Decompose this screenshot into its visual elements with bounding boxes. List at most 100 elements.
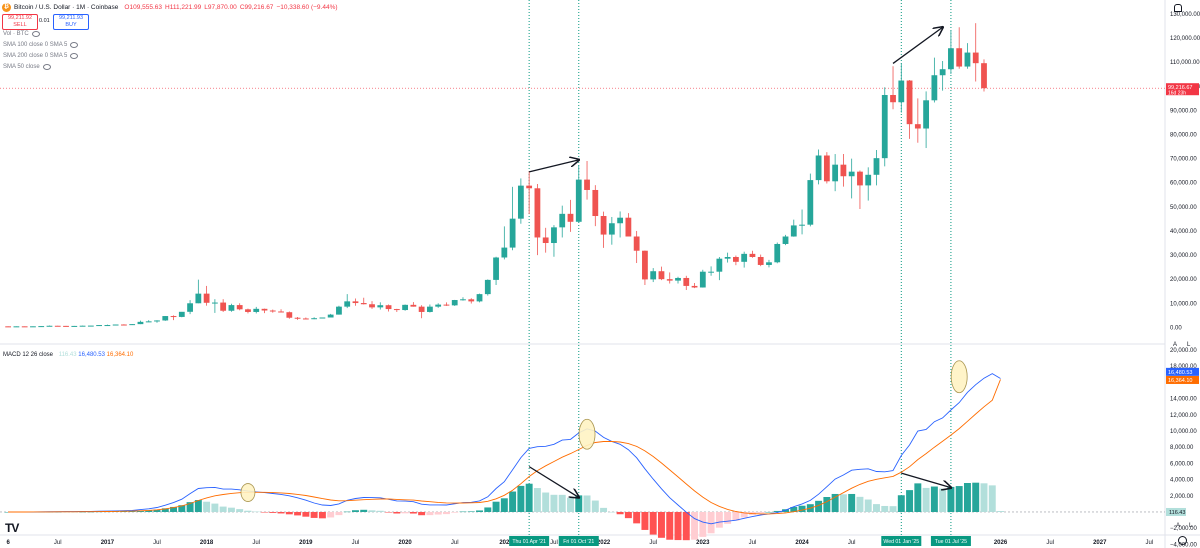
candle-body: [294, 317, 301, 319]
pane-l-button[interactable]: L: [1189, 523, 1193, 529]
candle-body: [567, 213, 574, 222]
macd-hist-bar: [368, 510, 376, 512]
macd-hist-bar: [509, 491, 517, 512]
indicator-sma50[interactable]: SMA 50 close: [3, 64, 51, 70]
candle-body: [790, 225, 797, 237]
time-tick-label: Jul: [1046, 540, 1054, 546]
candle-body: [526, 185, 533, 189]
time-tick-label: Jul: [749, 540, 757, 546]
bitcoin-icon: ₿: [2, 2, 11, 12]
tradingview-logo-icon: TV: [5, 521, 19, 535]
indicator-volume[interactable]: Vol · BTC: [3, 31, 40, 37]
macd-hist-bar: [236, 509, 244, 512]
candle-body: [724, 256, 731, 259]
auto-scale-button[interactable]: A: [1173, 342, 1178, 348]
macd-hist-bar: [798, 505, 806, 512]
macd-hist-bar: [963, 483, 971, 512]
macd-hist-bar: [161, 508, 169, 512]
time-tick-label: Jul: [352, 540, 360, 546]
candle-body: [840, 164, 847, 177]
macd-hist-bar: [757, 511, 765, 514]
macd-hist-bar: [567, 497, 574, 512]
macd-hist-bar: [575, 495, 583, 512]
symbol-header: ₿ Bitcoin / U.S. Dollar · 1M · Coinbase …: [0, 0, 338, 14]
time-tick-label: 2026: [994, 540, 1008, 546]
time-tick-label: 2023: [696, 540, 710, 546]
candle-body: [642, 250, 648, 280]
candle-body: [344, 301, 351, 307]
symbol-title[interactable]: Bitcoin / U.S. Dollar · 1M · Coinbase: [14, 3, 119, 11]
pane-a-button[interactable]: A: [1176, 523, 1181, 529]
sell-button[interactable]: 99,211.92 SELL: [2, 14, 38, 30]
time-tick-label: 202: [499, 540, 510, 546]
macd-hist-bar: [219, 506, 227, 512]
candle-body: [766, 262, 772, 265]
price-tick-label: 30,000.00: [1170, 253, 1197, 259]
eye-icon[interactable]: [31, 31, 40, 37]
macd-tick-label: 8,000.00: [1170, 445, 1194, 451]
candle-body: [848, 171, 855, 177]
event-date-label: Wed 01 Jan '25: [883, 539, 919, 545]
candle-body: [484, 279, 491, 295]
macd-hist-bar: [906, 490, 914, 512]
macd-hist-bar: [790, 506, 798, 512]
macd-hist-bar: [947, 486, 955, 512]
event-date-tag: [930, 536, 971, 546]
candle-body: [87, 325, 94, 327]
macd-hist-bar: [724, 511, 732, 524]
candle-body: [319, 317, 326, 319]
candle-body: [625, 217, 632, 237]
candle-body: [658, 271, 665, 280]
candle-body: [228, 305, 235, 311]
candle-body: [302, 318, 309, 320]
gear-icon[interactable]: [1178, 536, 1187, 545]
candle-body: [96, 325, 102, 327]
candle-body: [749, 253, 756, 257]
candle-body: [435, 304, 442, 307]
candle-body: [137, 321, 144, 325]
macd-hist-bar: [600, 507, 608, 512]
macd-value-tag: [1166, 367, 1199, 376]
indicator-sma200[interactable]: SMA 200 close 0 SMA 5: [3, 53, 79, 59]
macd-hist-bar: [542, 492, 550, 512]
macd-hist-bar: [170, 506, 178, 512]
candle-body: [964, 52, 971, 67]
macd-tick-label: −2,000.00: [1170, 526, 1198, 532]
price-tick-label: 90,000.00: [1170, 108, 1197, 114]
macd-hist-bar: [691, 511, 699, 540]
eye-icon[interactable]: [70, 53, 79, 59]
macd-tick-label: 20,000.00: [1170, 348, 1197, 354]
macd-hist-bar: [426, 511, 434, 516]
price-tick-label: 10,000.00: [1170, 301, 1197, 307]
candle-body: [311, 318, 318, 320]
macd-hist-bar: [244, 510, 252, 512]
macd-tick-label: −4,000.00: [1170, 542, 1198, 548]
buy-button[interactable]: 99,211.93 BUY: [53, 14, 89, 30]
candle-body: [71, 325, 78, 327]
candle-body: [121, 324, 127, 326]
macd-hist-bar: [533, 488, 541, 512]
candle-body: [79, 325, 86, 327]
eye-icon[interactable]: [70, 42, 79, 48]
candle-body: [666, 279, 673, 281]
candle-body: [551, 227, 557, 244]
eye-icon[interactable]: [42, 64, 51, 70]
candle-body: [914, 124, 921, 129]
macd-hist-bar: [434, 511, 442, 515]
macd-hist-bar: [674, 511, 682, 541]
time-tick-label: Jul: [550, 540, 558, 546]
log-scale-button[interactable]: L: [1187, 342, 1191, 348]
candle-body: [369, 304, 375, 308]
indicator-sma100[interactable]: SMA 100 close 0 SMA 5: [3, 42, 79, 48]
candle-body: [54, 325, 61, 327]
macd-hist-bar: [310, 511, 318, 518]
candle-body: [823, 155, 830, 182]
macd-hist-bar: [608, 511, 616, 513]
macd-hist-bar: [889, 506, 897, 512]
macd-tick-label: 10,000.00: [1170, 429, 1197, 435]
macd-hist-bar: [732, 511, 740, 521]
macd-legend[interactable]: MACD 12 26 close 116.43 16,480.53 16,364…: [3, 352, 133, 358]
alert-icon[interactable]: [1174, 4, 1182, 12]
